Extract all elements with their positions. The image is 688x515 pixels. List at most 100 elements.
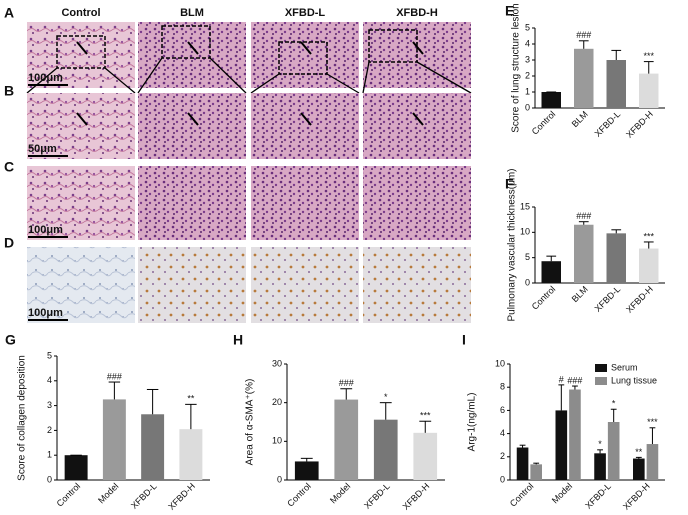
zoom-box (161, 25, 211, 59)
y-tick-label: 5 (525, 22, 530, 32)
x-tick-label: XFBD-L (593, 284, 623, 314)
legend-label: Lung tissue (611, 375, 657, 385)
zoom-line (362, 61, 370, 94)
y-tick-label: 20 (272, 397, 282, 407)
arrow (300, 41, 312, 55)
legend-label: Serum (611, 362, 638, 372)
panel-letter: A (4, 5, 14, 21)
x-tick-label: XFBD-H (401, 481, 432, 512)
y-tick-label: 2 (525, 70, 530, 80)
x-tick-label: Control (530, 284, 558, 312)
zoom-line (104, 67, 136, 94)
y-tick-label: 15 (520, 201, 530, 211)
x-tick-label: XFBD-L (593, 109, 623, 139)
significance: *** (643, 231, 654, 241)
micrograph (27, 22, 135, 88)
bar (294, 461, 319, 480)
scale-bar-label: 100μm (28, 224, 63, 236)
micrograph (251, 166, 359, 240)
micrograph (363, 247, 471, 323)
micrograph (27, 247, 135, 323)
y-tick-label: 0 (277, 474, 282, 484)
y-tick-label: 0 (47, 474, 52, 484)
x-tick-label: XFBD-L (129, 481, 159, 511)
zoom-box (278, 41, 328, 75)
bar (574, 48, 594, 108)
x-tick-label: BLM (570, 284, 590, 304)
bar (102, 399, 126, 480)
bar (373, 419, 398, 480)
arrow (412, 112, 424, 126)
bar (530, 464, 542, 480)
y-tick-label: 0 (525, 277, 530, 287)
y-tick-label: 0 (525, 102, 530, 112)
scale-bar-label: 100μm (28, 307, 63, 319)
y-tick-label: 30 (272, 358, 282, 368)
bar (555, 410, 568, 480)
y-tick-label: 10 (495, 358, 505, 368)
significance: *** (643, 51, 654, 61)
bar (594, 453, 606, 480)
panel-letter: H (233, 332, 243, 348)
legend-swatch (595, 377, 607, 385)
y-tick-label: 10 (272, 436, 282, 446)
significance: *** (647, 417, 658, 427)
y-tick-label: 5 (47, 350, 52, 360)
significance: ### (576, 30, 591, 40)
y-tick-label: 2 (500, 451, 505, 461)
zoom-line (326, 73, 360, 94)
column-header: BLM (180, 7, 204, 19)
bar (141, 414, 165, 480)
bar (646, 444, 659, 480)
x-tick-label: XFBD-H (166, 481, 197, 512)
panel-letter: I (462, 332, 466, 348)
micrograph (138, 93, 246, 159)
significance: * (612, 399, 616, 409)
arrow (187, 41, 199, 55)
micrograph (27, 166, 135, 240)
x-tick-label: Control (285, 481, 313, 509)
x-tick-label: XFBD-H (621, 481, 652, 512)
x-tick-label: Control (508, 481, 536, 509)
x-tick-label: XFBD-H (624, 284, 655, 315)
y-tick-label: 3 (47, 400, 52, 410)
bar (639, 248, 659, 283)
micrograph (27, 93, 135, 159)
zoom-line (416, 61, 472, 94)
panel-letter: G (5, 332, 16, 348)
micrograph (251, 93, 359, 159)
panel-letter: F (505, 176, 514, 192)
significance: ### (107, 371, 122, 381)
x-tick-label: Model (550, 481, 574, 505)
column-header: XFBD-L (285, 7, 326, 19)
x-tick-label: Model (328, 481, 352, 505)
y-tick-label: 4 (525, 38, 530, 48)
bar (574, 224, 594, 283)
y-tick-label: 5 (525, 252, 530, 262)
bar (541, 261, 561, 283)
legend-swatch (595, 364, 607, 372)
zoom-line (26, 67, 58, 94)
y-tick-label: 4 (500, 428, 505, 438)
bar (606, 60, 626, 108)
significance: ### (339, 378, 354, 388)
bar (569, 389, 581, 480)
arrow (76, 41, 88, 55)
arrow (76, 112, 88, 126)
bar (516, 447, 529, 480)
zoom-line (250, 73, 280, 94)
y-tick-label: 0 (500, 474, 505, 484)
significance: ### (576, 211, 591, 221)
y-axis-label: Arg-1(ng/mL) (467, 393, 478, 452)
panel-letter: E (505, 3, 514, 19)
panel-letter: D (4, 235, 14, 251)
micrograph (363, 93, 471, 159)
x-tick-label: XFBD-L (362, 481, 392, 511)
y-axis-label: Score of lung structure lesion (511, 3, 522, 133)
bar (607, 422, 620, 480)
y-tick-label: 1 (47, 450, 52, 460)
panel-letter: B (4, 83, 14, 99)
bar (606, 233, 626, 283)
micrograph (138, 166, 246, 240)
